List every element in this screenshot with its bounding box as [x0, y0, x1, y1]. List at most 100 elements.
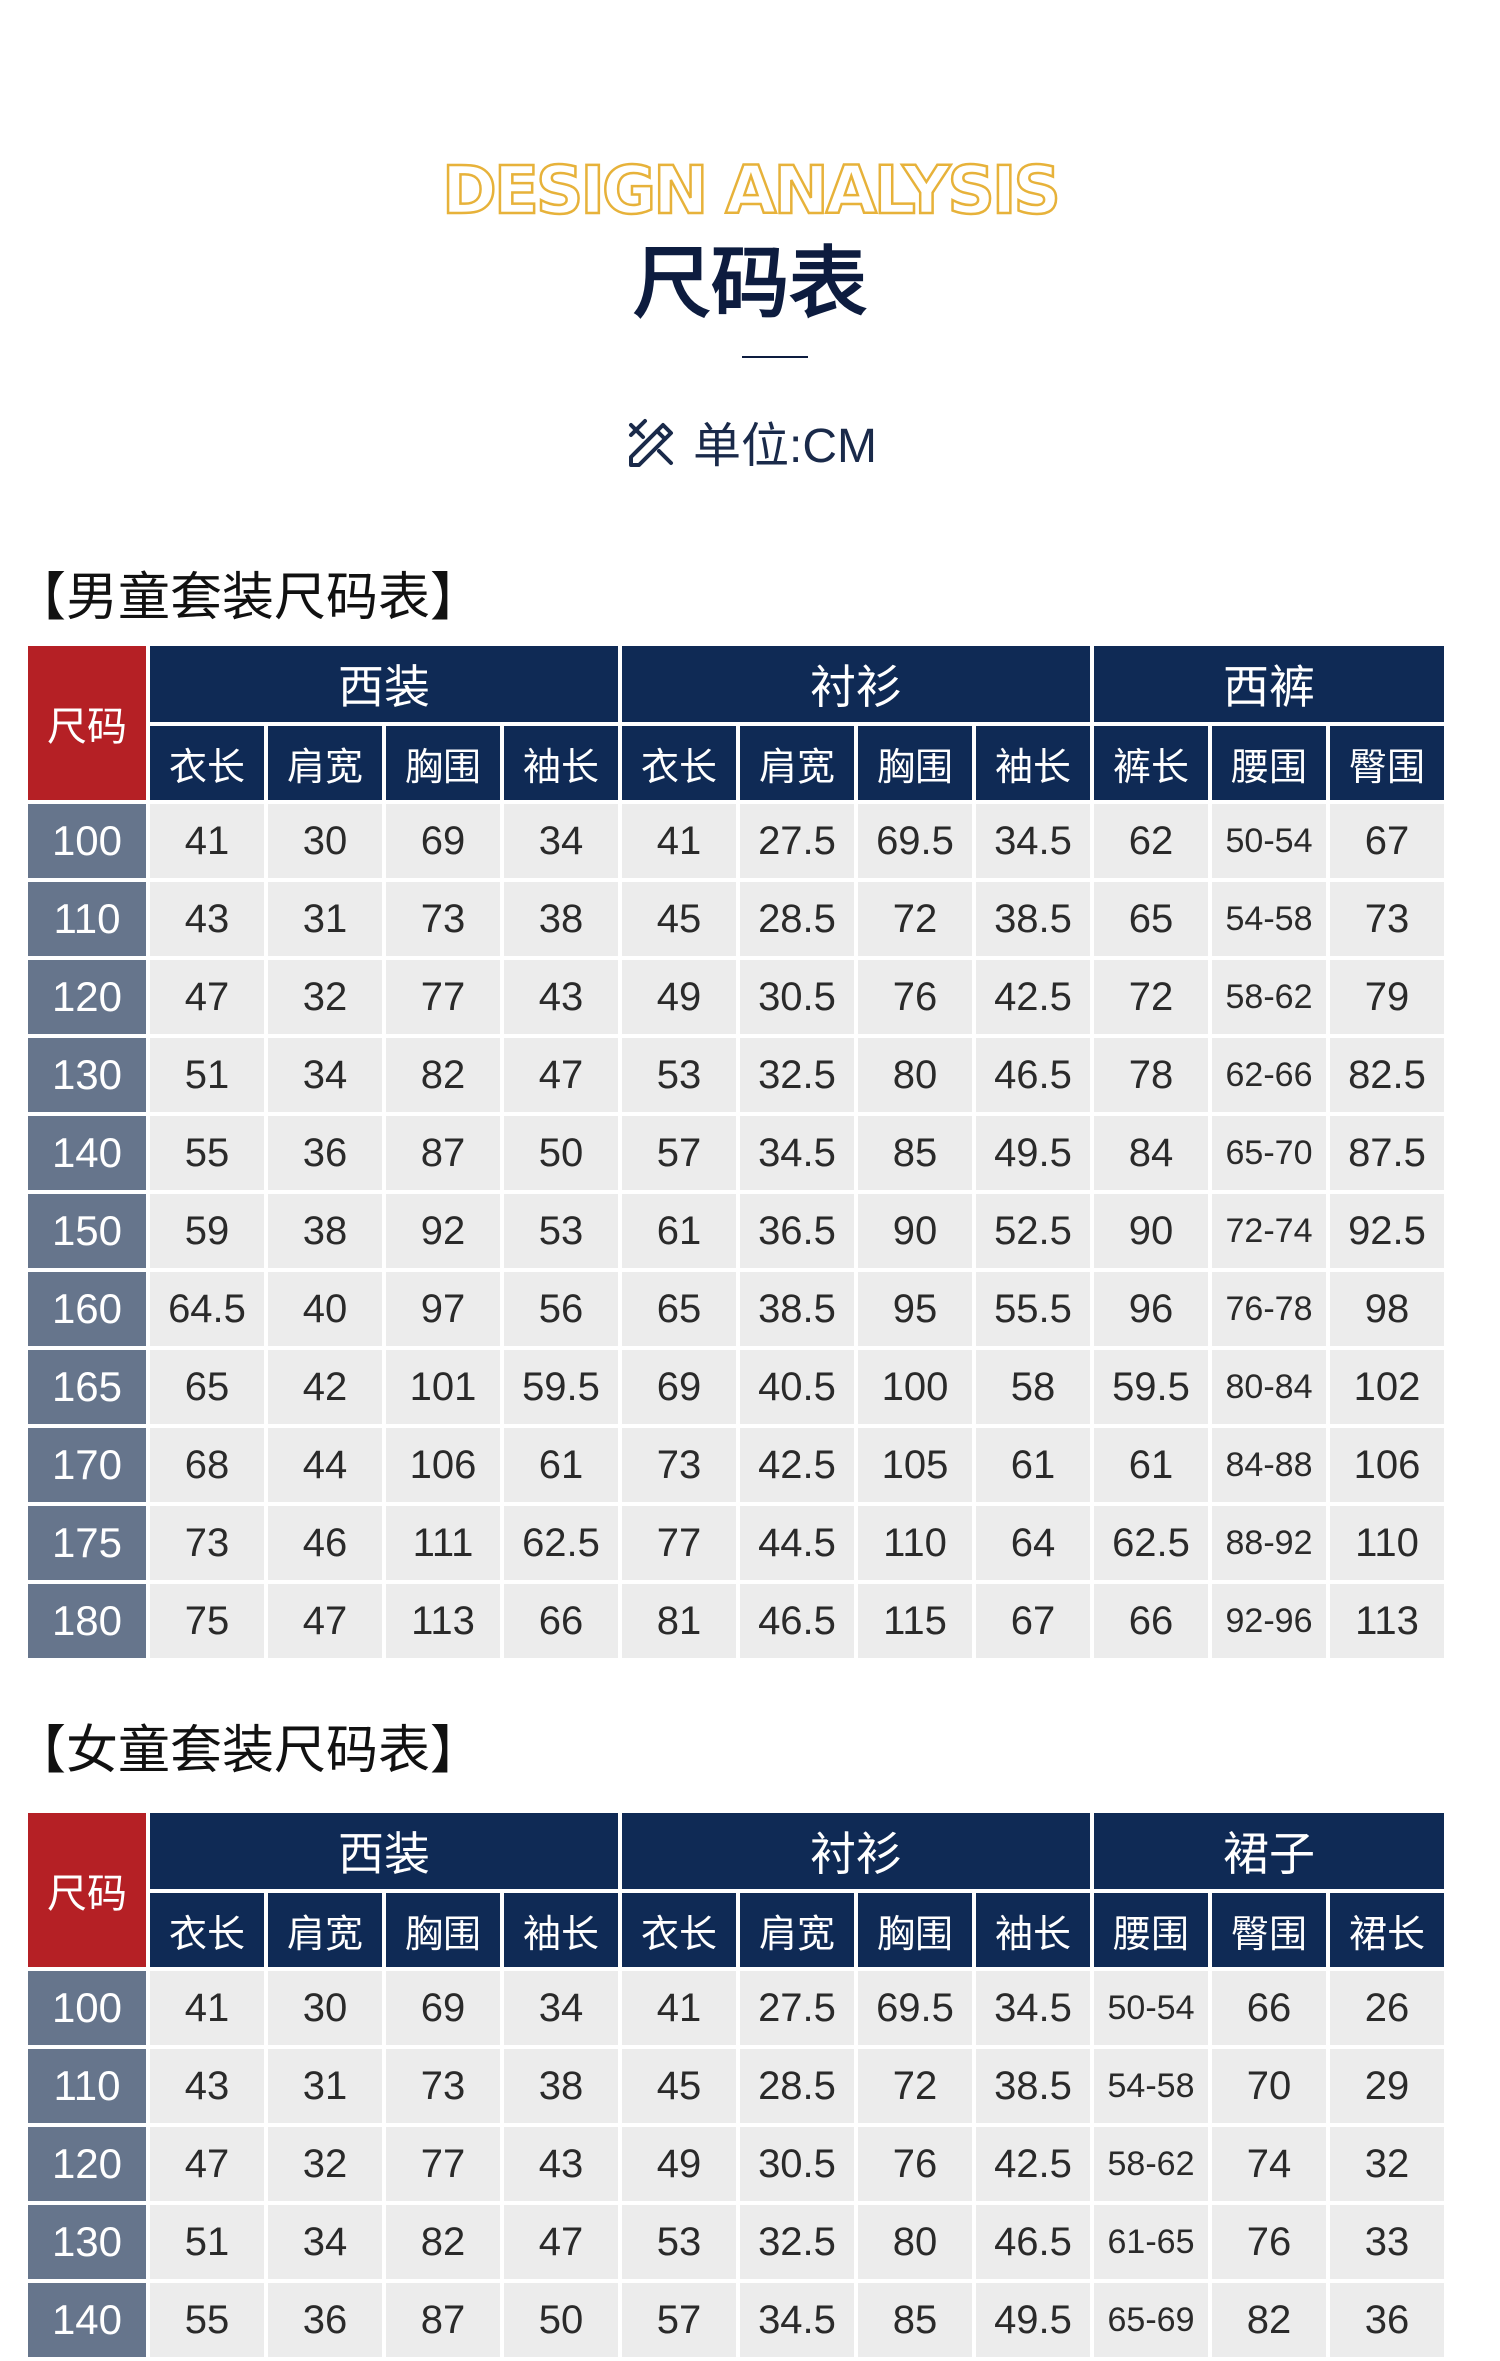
table-cell: 45 [622, 2049, 736, 2123]
table-row: 165 65 42 101 59.5 69 40.5 100 58 59.5 80-84 102 [28, 1350, 1444, 1424]
table-cell: 61-65 [1094, 2205, 1208, 2279]
column-header: 肩宽 [268, 1893, 382, 1967]
table-cell: 40.5 [740, 1350, 854, 1424]
table-cell: 76 [1212, 2205, 1326, 2279]
group-header: 西装 [150, 646, 618, 722]
table-cell: 38 [268, 1194, 382, 1268]
table-cell: 72 [858, 882, 972, 956]
column-header: 胸围 [858, 726, 972, 800]
table-cell: 36.5 [740, 1194, 854, 1268]
table-cell: 69.5 [858, 1971, 972, 2045]
table-cell: 64.5 [150, 1272, 264, 1346]
group-header: 衬衫 [622, 646, 1090, 722]
table-cell: 88-92 [1212, 1506, 1326, 1580]
table-cell: 77 [622, 1506, 736, 1580]
table-cell: 41 [622, 1971, 736, 2045]
table-row: 175 73 46 111 62.5 77 44.5 110 64 62.5 88-92 110 [28, 1506, 1444, 1580]
table-cell: 28.5 [740, 882, 854, 956]
table-cell: 59 [150, 1194, 264, 1268]
table-cell: 70 [1212, 2049, 1326, 2123]
group-header: 西装 [150, 1813, 618, 1889]
table-cell: 41 [622, 804, 736, 878]
table-cell: 55 [150, 1116, 264, 1190]
size-cell: 170 [28, 1428, 146, 1502]
size-cell: 150 [28, 1194, 146, 1268]
group-header: 衬衫 [622, 1813, 1090, 1889]
table-cell: 44.5 [740, 1506, 854, 1580]
table-row: 150 59 38 92 53 61 36.5 90 52.5 90 72-74 92.5 [28, 1194, 1444, 1268]
table-cell: 29 [1330, 2049, 1444, 2123]
table-cell: 65-70 [1212, 1116, 1326, 1190]
table-cell: 34 [504, 804, 618, 878]
table-cell: 47 [268, 1584, 382, 1658]
table-cell: 30.5 [740, 2127, 854, 2201]
table-cell: 34 [504, 1971, 618, 2045]
page-title: 尺码表 [632, 239, 867, 329]
table-cell: 50-54 [1094, 1971, 1208, 2045]
size-header: 尺码 [28, 646, 146, 800]
table-cell: 32.5 [740, 1038, 854, 1112]
table-cell: 76 [858, 2127, 972, 2201]
table-cell: 87 [386, 2283, 500, 2357]
table-cell: 72 [858, 2049, 972, 2123]
table-cell: 45 [622, 882, 736, 956]
table-cell: 84 [1094, 1116, 1208, 1190]
size-cell: 110 [28, 2049, 146, 2123]
size-cell: 120 [28, 960, 146, 1034]
table-row: 120 47 32 77 43 49 30.5 76 42.5 58-62 74 32 [28, 2127, 1444, 2201]
table-row: 130 51 34 82 47 53 32.5 80 46.5 78 62-66 82.5 [28, 1038, 1444, 1112]
table-cell: 41 [150, 1971, 264, 2045]
boys-size-table: 尺码 西装 衬衫 西裤 衣长 肩宽 胸围 袖长 衣长 肩宽 胸围 袖长 裤长 腰围 臀围 100 41 30 69 3… [24, 642, 1448, 1662]
table-cell: 69 [622, 1350, 736, 1424]
table-cell: 77 [386, 2127, 500, 2201]
table-cell: 79 [1330, 960, 1444, 1034]
table-row: 180 75 47 113 66 81 46.5 115 67 66 92-96 113 [28, 1584, 1444, 1658]
table-cell: 50-54 [1212, 804, 1326, 878]
girls-size-table: 尺码 西装 衬衫 裙子 衣长 肩宽 胸围 袖长 衣长 肩宽 胸围 袖长 腰围 臀围 裙长 100 41 30 69 3… [24, 1809, 1448, 2361]
size-cell: 100 [28, 1971, 146, 2045]
table-row: 140 55 36 87 50 57 34.5 85 49.5 84 65-70 87.5 [28, 1116, 1444, 1190]
table-cell: 66 [1212, 1971, 1326, 2045]
table-cell: 62-66 [1212, 1038, 1326, 1112]
table-cell: 64 [976, 1506, 1090, 1580]
table-cell: 101 [386, 1350, 500, 1424]
table-cell: 82 [386, 1038, 500, 1112]
table-cell: 61 [622, 1194, 736, 1268]
column-header: 臀围 [1212, 1893, 1326, 1967]
table-cell: 85 [858, 1116, 972, 1190]
table-cell: 61 [976, 1428, 1090, 1502]
table-row: 160 64.5 40 97 56 65 38.5 95 55.5 96 76-78 98 [28, 1272, 1444, 1346]
table-cell: 50 [504, 1116, 618, 1190]
table-cell: 80 [858, 2205, 972, 2279]
column-header: 袖长 [976, 726, 1090, 800]
size-header: 尺码 [28, 1813, 146, 1967]
table-cell: 73 [622, 1428, 736, 1502]
table-row: 110 43 31 73 38 45 28.5 72 38.5 54-58 70 29 [28, 2049, 1444, 2123]
table-cell: 110 [858, 1506, 972, 1580]
group-header: 西裤 [1094, 646, 1444, 722]
table-cell: 33 [1330, 2205, 1444, 2279]
table-row: 140 55 36 87 50 57 34.5 85 49.5 65-69 82 36 [28, 2283, 1444, 2357]
table-cell: 90 [1094, 1194, 1208, 1268]
table-cell: 78 [1094, 1038, 1208, 1112]
table-cell: 55 [150, 2283, 264, 2357]
table-cell: 66 [504, 1584, 618, 1658]
table-row: 120 47 32 77 43 49 30.5 76 42.5 72 58-62 79 [28, 960, 1444, 1034]
size-cell: 120 [28, 2127, 146, 2201]
column-header: 衣长 [622, 1893, 736, 1967]
table-cell: 61 [504, 1428, 618, 1502]
table-cell: 73 [386, 2049, 500, 2123]
unit-row: 单位:CM [0, 410, 1500, 473]
table-cell: 67 [976, 1584, 1090, 1658]
boys-table-title: 【男童套装尺码表】 [14, 568, 483, 628]
size-cell: 100 [28, 804, 146, 878]
table-cell: 73 [386, 882, 500, 956]
table-cell: 40 [268, 1272, 382, 1346]
title-divider [742, 356, 808, 358]
table-cell: 32 [1330, 2127, 1444, 2201]
table-cell: 96 [1094, 1272, 1208, 1346]
table-cell: 82 [386, 2205, 500, 2279]
size-cell: 130 [28, 1038, 146, 1112]
table-cell: 59.5 [1094, 1350, 1208, 1424]
table-cell: 49.5 [976, 1116, 1090, 1190]
